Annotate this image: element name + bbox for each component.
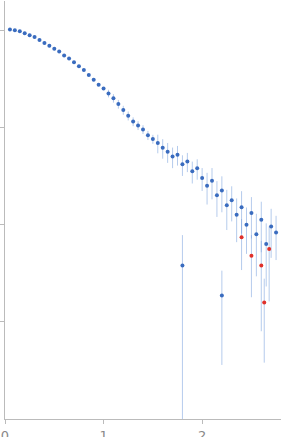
- svg-text:0: 0: [1, 428, 9, 437]
- svg-text:1: 1: [99, 428, 107, 437]
- svg-text:2: 2: [198, 428, 206, 437]
